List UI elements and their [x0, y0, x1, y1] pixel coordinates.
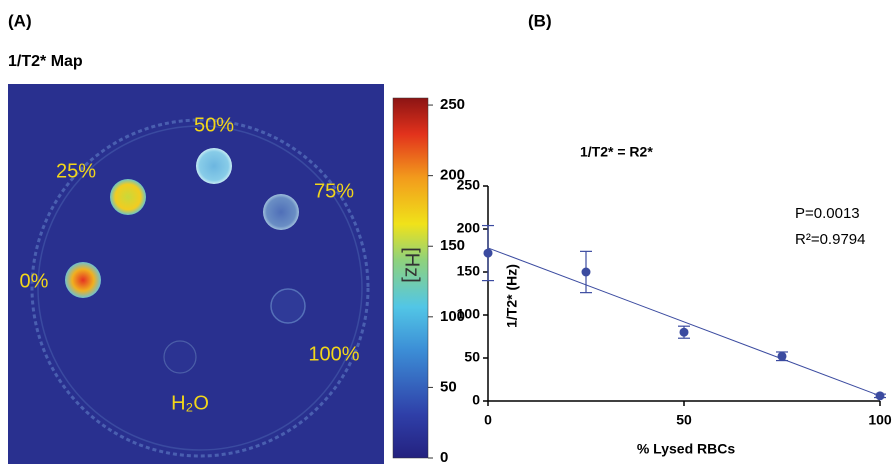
- colorbar-tick-label: 250: [440, 96, 465, 113]
- colorbar-label: [Hz]: [401, 247, 423, 283]
- data-point: [778, 352, 787, 361]
- y-tick-label: 50: [464, 349, 480, 365]
- vial-label: 75%: [314, 180, 354, 202]
- y-axis-label: 1/T2* (Hz): [504, 264, 520, 328]
- panel-label: (A): [8, 11, 32, 30]
- y-tick-label: 250: [457, 177, 481, 193]
- x-axis-label: % Lysed RBCs: [637, 441, 736, 457]
- vial-label: H₂O: [171, 392, 209, 414]
- stat-annotation: R²=0.9794: [795, 231, 865, 248]
- panel-label: (B): [528, 11, 552, 30]
- panel-title: 1/T2* Map: [8, 53, 83, 70]
- vial-label: 0%: [20, 270, 49, 292]
- colorbar-tick-label: 150: [440, 237, 465, 254]
- x-tick-label: 0: [484, 412, 492, 428]
- data-point: [484, 249, 493, 258]
- colorbar-tick-label: 0: [440, 449, 448, 464]
- data-point: [876, 391, 885, 400]
- y-tick-label: 100: [457, 306, 481, 322]
- figure: (A)1/T2* Map050100150200250[Hz]50%25%75%…: [0, 0, 893, 464]
- data-point: [582, 268, 591, 277]
- x-tick-label: 100: [868, 412, 892, 428]
- vial-label: 25%: [56, 160, 96, 182]
- stat-annotation: P=0.0013: [795, 205, 860, 222]
- chart-title: 1/T2* = R2*: [580, 144, 653, 160]
- vial-label: 50%: [194, 114, 234, 136]
- colorbar-tick-label: 50: [440, 378, 457, 395]
- y-tick-label: 150: [457, 263, 481, 279]
- vial-label: 100%: [308, 343, 359, 365]
- x-tick-label: 50: [676, 412, 692, 428]
- y-tick-label: 200: [457, 220, 481, 236]
- y-tick-label: 0: [472, 392, 480, 408]
- data-point: [680, 328, 689, 337]
- fit-line: [488, 248, 880, 396]
